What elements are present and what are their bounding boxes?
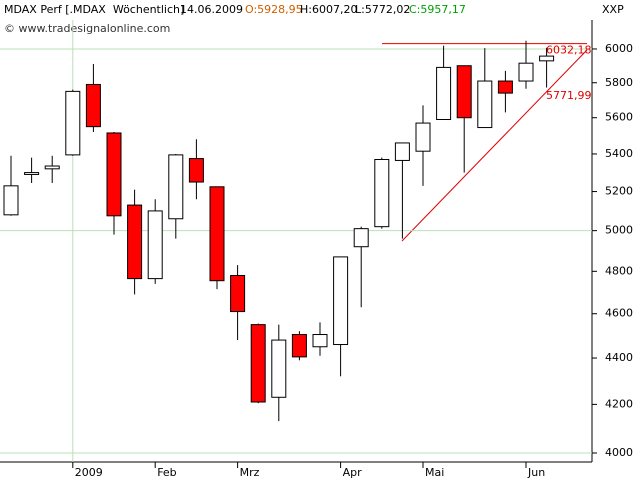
y-tick-label: 5600 [605, 111, 633, 124]
candle-body [456, 65, 472, 119]
quote-high: H:6007,20 [300, 3, 357, 16]
y-tick-label: 5400 [605, 147, 633, 160]
candle-body [168, 154, 184, 220]
candle-body [436, 66, 452, 120]
x-tick-label: Apr [343, 466, 363, 479]
candle-body [312, 334, 328, 348]
y-tick-label: 5200 [605, 185, 633, 198]
candle-body [127, 204, 143, 280]
y-tick-label: 4600 [605, 307, 633, 320]
candle-body [3, 185, 19, 216]
y-tick-label: 4400 [605, 351, 633, 364]
x-tick-label: Jun [527, 466, 545, 479]
candle-body [333, 256, 349, 346]
y-tick-label: 6000 [605, 42, 633, 55]
x-tick-label: Feb [157, 466, 176, 479]
candle-body [106, 132, 122, 217]
x-tick-label: Mrz [240, 466, 260, 479]
candle-body [394, 142, 410, 161]
candle-body [497, 80, 513, 94]
quote-open: O:5928,95 [245, 3, 303, 16]
y-tick-label: 5000 [605, 224, 633, 237]
annotation: 5771,99 [546, 89, 592, 102]
candle-body [250, 324, 266, 403]
y-tick-label: 4200 [605, 397, 633, 410]
y-tick-label: 4800 [605, 264, 633, 277]
chart-title: MDAX Perf [.MDAX Wöchentlich] [4, 3, 184, 16]
annotation: 6032,18 [546, 44, 592, 57]
corner-label: XXP [602, 3, 624, 16]
quote-low: L:5772,02 [355, 3, 410, 16]
candle-body [518, 62, 534, 82]
candle-body [209, 186, 225, 282]
candle-body [271, 339, 287, 398]
candle-body [188, 158, 204, 183]
candle-body [147, 210, 163, 280]
candle-body [65, 90, 81, 156]
y-tick-label: 5800 [605, 76, 633, 89]
candle-body [85, 83, 101, 128]
candle-body [353, 228, 369, 248]
date: 14.06.2009 [180, 3, 243, 16]
quote-close: C:5957,17 [409, 3, 466, 16]
x-tick-label: Mai [425, 466, 444, 479]
trend-line [401, 49, 588, 242]
candle-body [24, 172, 40, 175]
candle-body [291, 334, 307, 358]
candle-body [477, 80, 493, 129]
watermark: © www.tradesignalonline.com [4, 22, 170, 35]
candle-body [44, 165, 60, 170]
candle-body [539, 55, 555, 62]
y-tick-label: 4000 [605, 446, 633, 459]
candle-body [374, 159, 390, 228]
candle-body [230, 274, 246, 313]
x-tick-label: 2009 [75, 466, 103, 479]
candle-body [415, 122, 431, 152]
